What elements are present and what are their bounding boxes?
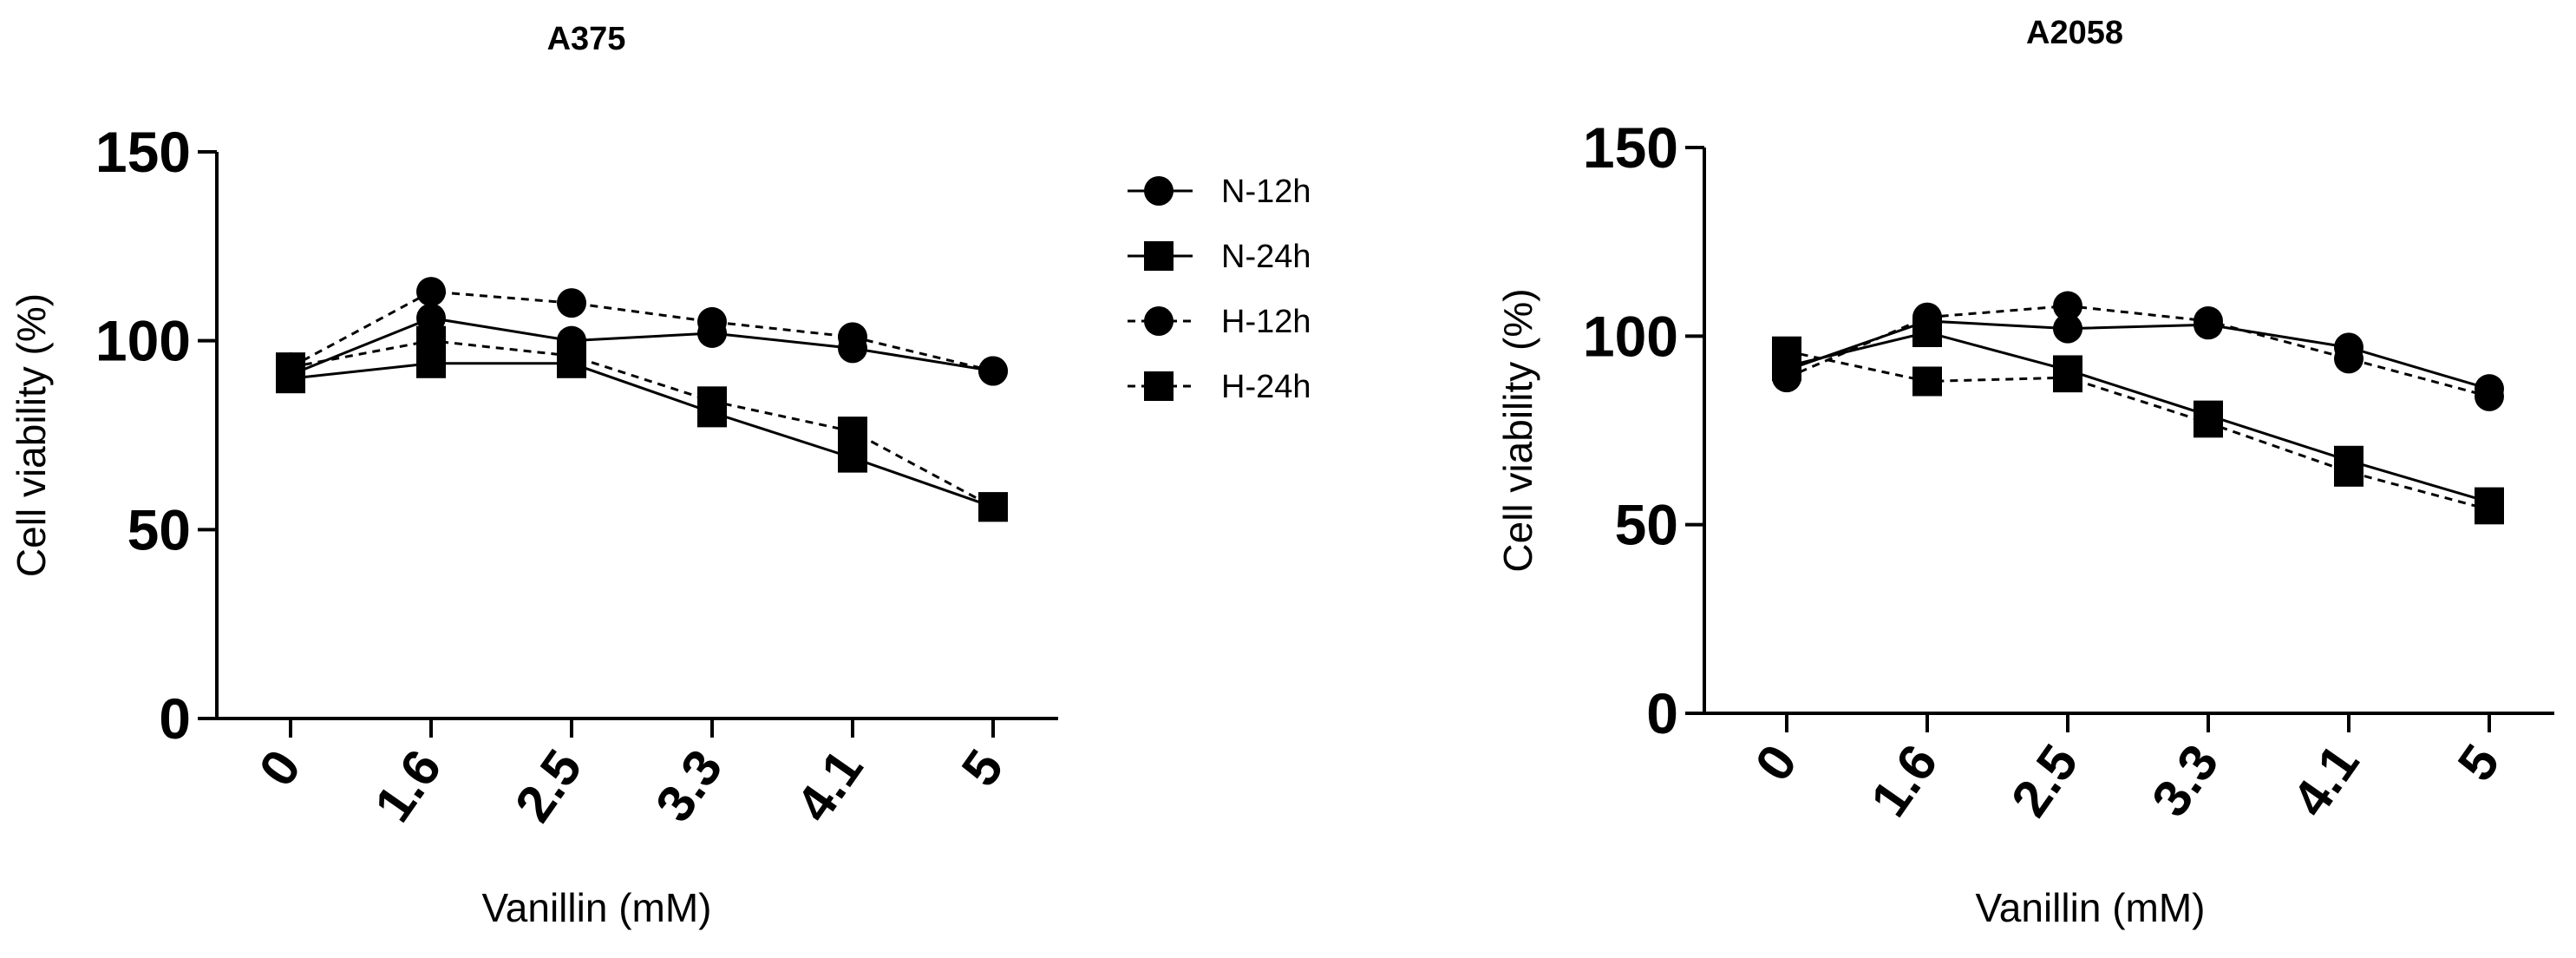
y-tick-label: 100 [1583,304,1678,368]
legend-entry: N-12h [1128,174,1311,210]
data-point [416,277,446,307]
series-line [1786,350,2490,511]
legend-marker-square-icon [1144,241,1174,271]
data-point [2194,305,2223,336]
x-axis-label: Vanillin (mM) [482,885,712,930]
legend-entry: N-24h [1128,239,1311,275]
data-point [838,417,867,447]
data-point [838,322,867,352]
legend-entry: H-24h [1128,369,1311,405]
data-point [2053,291,2082,321]
legend-entry: H-12h [1128,304,1311,340]
x-tick-label: 4.1 [785,739,874,832]
y-tick-label: 0 [159,686,191,751]
legend-label: H-12h [1221,304,1311,340]
y-tick-label: 150 [95,120,191,184]
data-point [1772,363,1801,393]
data-point [697,386,727,417]
data-point [2334,344,2364,374]
data-point [2475,495,2504,525]
data-point [697,306,727,337]
data-point [2334,456,2364,487]
y-axis-label: Cell viability (%) [1495,288,1540,572]
x-tick-label: 2.5 [2000,734,2089,827]
data-point [2194,408,2223,438]
legend-label: N-12h [1221,174,1311,210]
data-point [416,325,446,356]
y-tick-label: 150 [1583,115,1678,180]
data-point [1772,336,1801,366]
data-point [416,303,446,333]
series-h-24h [1772,336,2504,525]
series-line [290,362,994,509]
series-h-12h [1772,291,2504,411]
chart-title: A2058 [2026,15,2123,51]
y-axis-label: Cell viability (%) [9,293,54,577]
data-point [2053,363,2082,393]
chart-panel-a2058: A2058 0 50 100 150 0 1.6 2.5 3.3 4.1 5 Cell viabili… [1495,15,2554,930]
legend-marker-square-icon [1144,371,1174,401]
x-tick-label: 1.6 [1860,734,1949,827]
chart-panel-a375: A375 0 50 100 150 0 1.6 2.5 3.3 4.1 5 Cell viabilit… [9,21,1058,930]
series-line [290,339,994,509]
y-tick-label: 100 [95,309,191,373]
y-tick-label: 50 [1615,493,1678,557]
series-n-24h [276,348,1008,522]
x-tick-label: 5 [2447,734,2511,791]
series-line [1786,319,2490,390]
data-point [978,492,1008,522]
legend: N-12h N-24h H-12h H-24h [1128,174,1311,405]
series-line [1786,331,2490,504]
data-point [978,356,1008,386]
x-tick-label: 5 [951,739,1015,797]
legend-marker-circle-icon [1144,176,1174,206]
x-tick-label: 4.1 [2281,734,2370,827]
series-line [290,316,994,377]
series-n-12h [276,303,1008,390]
data-point [2475,381,2504,411]
x-tick-label: 0 [248,739,312,797]
legend-marker-circle-icon [1144,306,1174,336]
data-point [1912,302,1942,332]
series-h-24h [276,325,1008,522]
x-tick-label: 2.5 [504,739,593,832]
x-tick-label: 3.3 [644,739,734,832]
legend-label: H-24h [1221,369,1311,405]
data-point [2053,313,2082,344]
series-n-24h [1772,317,2504,517]
y-tick-label: 50 [127,497,191,561]
x-tick-label: 1.6 [363,739,453,832]
x-axis-label: Vanillin (mM) [1976,885,2206,930]
series-n-12h [1772,305,2504,404]
x-tick-label: 0 [1744,734,1808,791]
y-tick-label: 0 [1646,681,1678,745]
data-point [557,341,586,371]
x-tick-label: 3.3 [2141,734,2230,827]
data-point [276,352,305,383]
legend-label: N-24h [1221,239,1311,275]
data-point [838,443,867,473]
data-point [557,288,586,318]
chart-title: A375 [547,21,626,57]
series-line [1786,305,2490,398]
data-point [1912,366,1942,397]
